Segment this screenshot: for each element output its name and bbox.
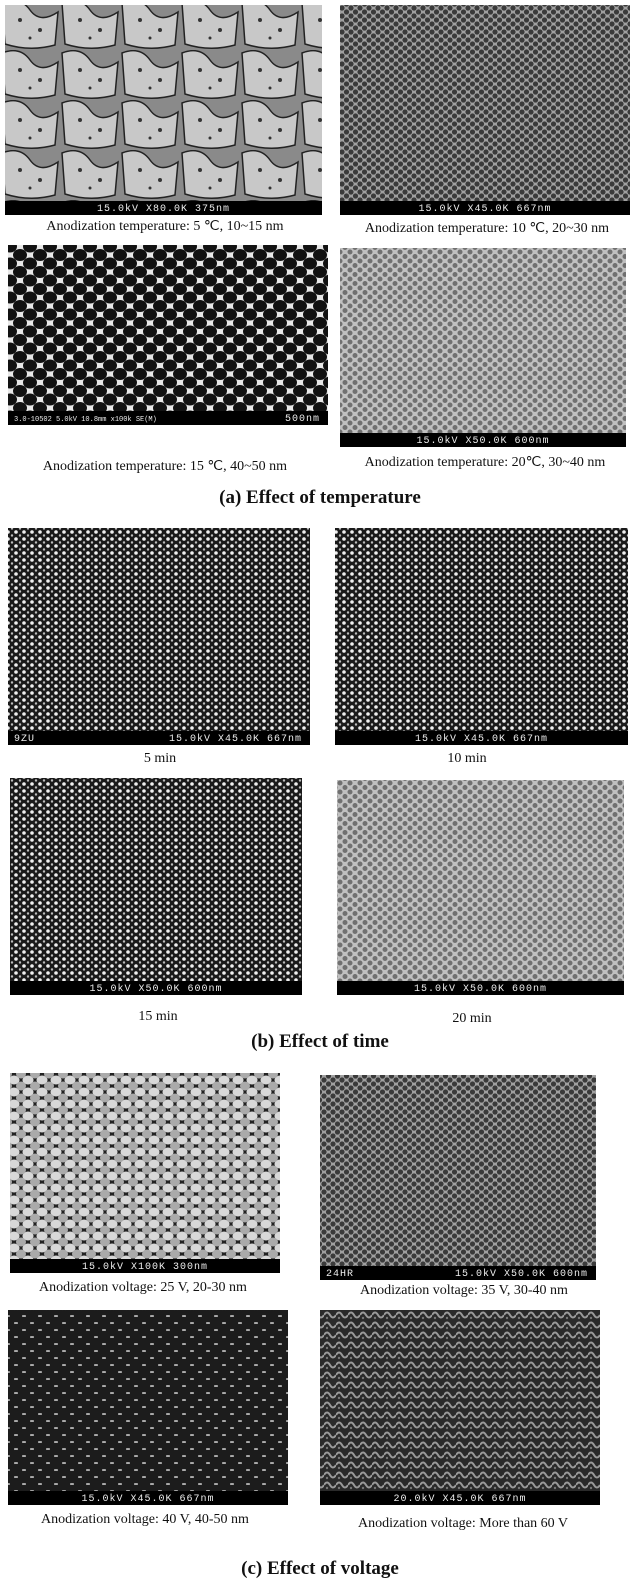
sem-image xyxy=(340,5,630,215)
caption: Anodization temperature: 15 ℃, 40~50 nm xyxy=(43,459,287,474)
caption: Anodization temperature: 5 ℃, 10~15 nm xyxy=(46,219,283,234)
section-heading: (b) Effect of time xyxy=(251,1031,389,1052)
sem-image xyxy=(320,1075,596,1280)
caption: Anodization voltage: More than 60 V xyxy=(358,1516,568,1531)
caption: 5 min xyxy=(144,751,176,766)
scale-bar xyxy=(8,411,328,425)
sem-image xyxy=(8,528,310,745)
scale-bar xyxy=(320,1491,600,1505)
sem-image xyxy=(337,780,624,995)
scale-bar xyxy=(337,981,624,995)
scale-bar-text: 15.0kV X45.0K 667nm xyxy=(169,733,302,745)
scale-bar xyxy=(10,981,302,995)
scale-bar-text: 15.0kV X50.0K 600nm xyxy=(416,435,549,447)
sem-image xyxy=(8,1310,288,1505)
scale-bar xyxy=(5,201,322,215)
scale-bar-text: 9ZU xyxy=(14,734,35,745)
scale-bar-text: 15.0kV X45.0K 667nm xyxy=(418,203,551,215)
caption: 20 min xyxy=(452,1011,491,1026)
scale-bar-text: 15.0kV X45.0K 667nm xyxy=(81,1493,214,1505)
sem-image xyxy=(320,1310,600,1505)
scale-bar-text: 15.0kV X50.0K 600nm xyxy=(89,983,222,995)
caption: 10 min xyxy=(447,751,486,766)
scale-bar-text: 3.0-10502 5.0kV 10.8mm x100k SE(M) xyxy=(14,416,157,424)
caption: 15 min xyxy=(138,1009,177,1024)
scale-bar xyxy=(320,1266,596,1280)
scale-bar-text: 500nm xyxy=(285,414,320,425)
caption: Anodization voltage: 40 V, 40-50 nm xyxy=(41,1512,249,1527)
sem-image xyxy=(5,5,322,215)
scale-bar-text: 15.0kV X80.0K 375nm xyxy=(97,203,230,215)
scale-bar-text: 15.0kV X50.0K 600nm xyxy=(455,1268,588,1280)
caption: Anodization temperature: 10 ℃, 20~30 nm xyxy=(365,221,609,236)
sem-image xyxy=(8,245,328,425)
scale-bar-text: 15.0kV X100K 300nm xyxy=(82,1261,208,1273)
sem-image xyxy=(335,528,628,745)
caption: Anodization voltage: 35 V, 30-40 nm xyxy=(360,1283,568,1298)
scale-bar xyxy=(8,731,310,745)
scale-bar-text: 15.0kV X50.0K 600nm xyxy=(414,983,547,995)
scale-bar xyxy=(340,433,626,447)
scale-bar xyxy=(10,1259,280,1273)
scale-bar-text: 15.0kV X45.0K 667nm xyxy=(415,733,548,745)
sem-image xyxy=(10,778,302,995)
section-heading: (c) Effect of voltage xyxy=(241,1558,399,1579)
caption: Anodization temperature: 20℃, 30~40 nm xyxy=(365,455,606,470)
scale-bar-text: 24HR xyxy=(326,1269,354,1280)
scale-bar xyxy=(335,731,628,745)
scale-bar xyxy=(8,1491,288,1505)
caption: Anodization voltage: 25 V, 20-30 nm xyxy=(39,1280,247,1295)
scale-bar xyxy=(340,201,630,215)
scale-bar-text: 20.0kV X45.0K 667nm xyxy=(393,1493,526,1505)
section-heading: (a) Effect of temperature xyxy=(219,487,421,508)
sem-image xyxy=(10,1073,280,1273)
sem-image xyxy=(340,248,626,447)
